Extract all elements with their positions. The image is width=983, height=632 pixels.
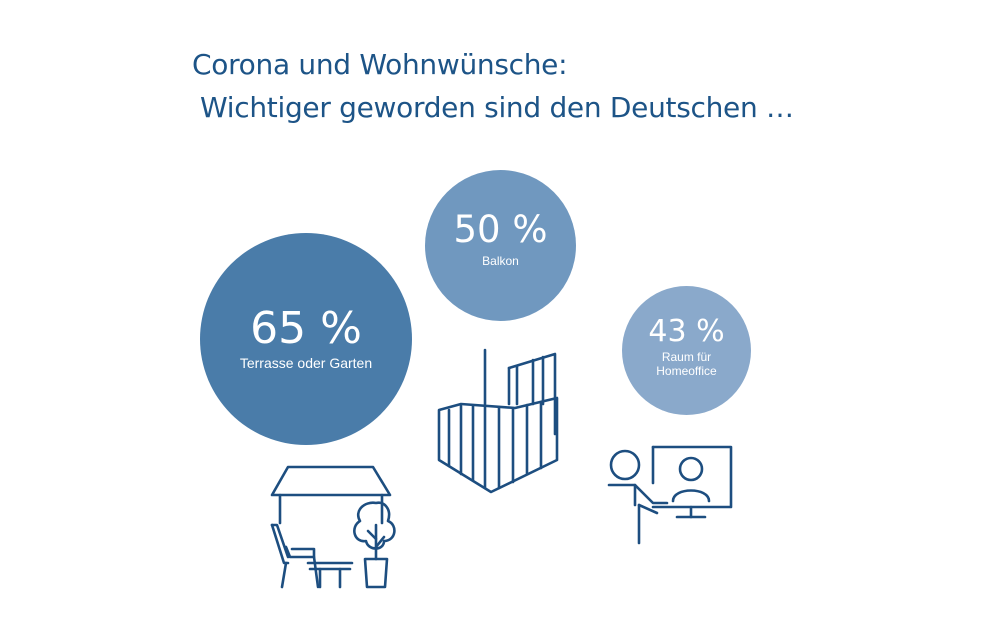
chart-title-line-1: Corona und Wohnwünsche: <box>192 48 568 81</box>
category-label-homeoffice: Raum für Homeoffice <box>656 349 717 378</box>
value-label-homeoffice: 43 % <box>648 313 725 349</box>
value-label-terrasse-garten: 65 % <box>250 302 362 354</box>
bubble-terrasse-garten: 65 % Terrasse oder Garten <box>200 233 412 445</box>
bubble-balkon: 50 % Balkon <box>425 170 576 321</box>
homeoffice-icon <box>607 445 733 545</box>
value-label-balkon: 50 % <box>453 207 548 251</box>
bubble-homeoffice: 43 % Raum für Homeoffice <box>622 286 751 415</box>
category-label-balkon: Balkon <box>482 253 519 268</box>
terrace-garden-icon <box>270 465 396 589</box>
category-label-terrasse-garten: Terrasse oder Garten <box>239 354 373 371</box>
chart-title-line-2: Wichtiger geworden sind den Deutschen … <box>200 91 794 124</box>
balcony-icon <box>437 348 559 494</box>
